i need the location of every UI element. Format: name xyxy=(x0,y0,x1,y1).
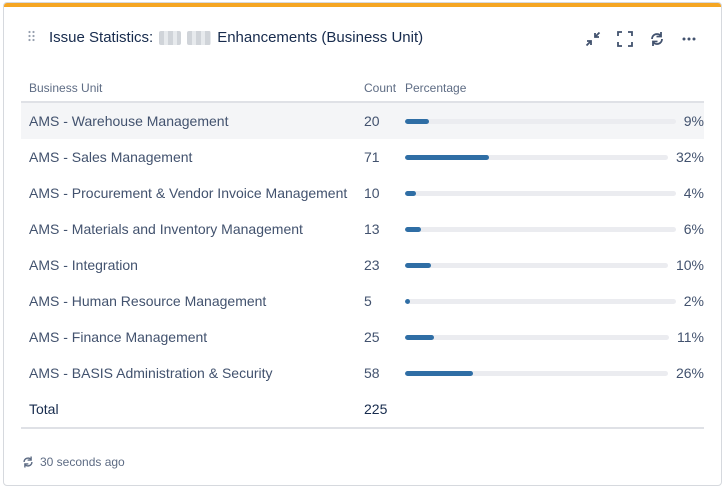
fullscreen-button[interactable] xyxy=(613,27,637,51)
row-percentage: 6% xyxy=(397,211,704,247)
gadget-header: Issue Statistics: Enhancements (Business… xyxy=(4,7,721,63)
minimize-button[interactable] xyxy=(581,27,605,51)
percentage-text: 6% xyxy=(683,221,704,237)
percentage-bar-track xyxy=(405,226,676,232)
gadget-footer: 30 seconds ago xyxy=(21,455,125,469)
more-button[interactable] xyxy=(677,27,701,51)
percentage-bar-track xyxy=(405,190,676,196)
row-count: 13 xyxy=(364,221,380,237)
fullscreen-icon xyxy=(617,31,633,47)
redacted-text xyxy=(187,30,212,45)
row-percentage: 2% xyxy=(397,283,704,319)
percentage-text: 9% xyxy=(683,113,704,129)
business-unit-link[interactable]: AMS - Warehouse Management xyxy=(21,102,356,139)
table-row: AMS - Materials and Inventory Management… xyxy=(21,211,704,247)
percentage-bar-track xyxy=(405,334,670,340)
business-unit-link[interactable]: AMS - BASIS Administration & Security xyxy=(29,365,273,381)
gadget-accent-bar xyxy=(4,3,721,7)
header-percentage: Percentage xyxy=(397,75,704,103)
refresh-button[interactable] xyxy=(645,27,669,51)
total-label: Total xyxy=(21,391,356,429)
table-row: AMS - Warehouse Management 20 9% xyxy=(21,102,704,139)
gadget-actions xyxy=(581,27,701,51)
percentage-bar-track xyxy=(405,298,676,304)
header-business-unit[interactable]: Business Unit xyxy=(21,75,356,103)
drag-handle-icon[interactable] xyxy=(26,29,38,42)
minimize-icon xyxy=(585,31,601,47)
table-row: AMS - Finance Management 25 11% xyxy=(21,319,704,355)
total-percentage-empty xyxy=(397,391,704,429)
business-unit-link[interactable]: AMS - Materials and Inventory Management xyxy=(29,221,303,237)
row-count: 20 xyxy=(356,102,397,139)
row-count: 71 xyxy=(364,149,380,165)
percentage-bar-fill xyxy=(405,154,490,160)
table-row: AMS - BASIS Administration & Security 58… xyxy=(21,355,704,391)
row-percentage: 9% xyxy=(397,102,704,139)
percentage-bar-fill xyxy=(405,226,422,232)
percentage-bar-track xyxy=(405,262,668,268)
business-unit-link[interactable]: AMS - Sales Management xyxy=(29,149,193,165)
percentage-bar-track xyxy=(405,370,668,376)
row-percentage: 4% xyxy=(397,175,704,211)
total-count: 225 xyxy=(356,391,397,429)
gadget-title: Issue Statistics: Enhancements (Business… xyxy=(49,29,423,46)
last-updated-text: 30 seconds ago xyxy=(40,455,125,469)
percentage-bar-track xyxy=(405,154,668,160)
more-icon xyxy=(682,37,696,41)
row-percentage: 10% xyxy=(397,247,704,283)
percentage-text: 4% xyxy=(683,185,704,201)
row-count: 58 xyxy=(364,365,380,381)
percentage-text: 10% xyxy=(675,257,704,273)
gadget-title-prefix: Issue Statistics: xyxy=(49,29,154,46)
row-percentage: 11% xyxy=(397,319,704,355)
refresh-icon xyxy=(651,32,663,46)
percentage-bar-fill xyxy=(405,190,416,196)
gadget-title-suffix: Enhancements (Business Unit) xyxy=(217,29,424,46)
percentage-bar-fill xyxy=(405,334,435,340)
business-unit-link[interactable]: AMS - Integration xyxy=(29,257,138,273)
percentage-text: 32% xyxy=(675,149,704,165)
row-percentage: 32% xyxy=(397,139,704,175)
row-count: 5 xyxy=(364,293,372,309)
business-unit-link[interactable]: AMS - Human Resource Management xyxy=(29,293,267,309)
table-row: AMS - Sales Management 71 32% xyxy=(21,139,704,175)
percentage-text: 26% xyxy=(675,365,704,381)
table-row: AMS - Human Resource Management 5 2% xyxy=(21,283,704,319)
total-row: Total 225 xyxy=(21,391,704,429)
percentage-bar-fill xyxy=(405,118,430,124)
table-header-row: Business Unit Count Percentage xyxy=(21,75,704,103)
percentage-bar-fill xyxy=(405,370,474,376)
percentage-bar-track xyxy=(405,118,676,124)
percentage-text: 11% xyxy=(677,329,704,345)
row-count: 23 xyxy=(364,257,380,273)
row-count: 25 xyxy=(364,329,380,345)
percentage-bar-fill xyxy=(405,298,411,304)
statistics-table: Business Unit Count Percentage AMS - War… xyxy=(21,75,704,429)
row-count: 10 xyxy=(364,185,380,201)
refresh-status-icon xyxy=(23,456,33,468)
header-count[interactable]: Count xyxy=(356,75,397,103)
table-row: AMS - Procurement & Vendor Invoice Manag… xyxy=(21,175,704,211)
percentage-bar-fill xyxy=(405,262,432,268)
table-row: AMS - Integration 23 10% xyxy=(21,247,704,283)
business-unit-link[interactable]: AMS - Procurement & Vendor Invoice Manag… xyxy=(29,185,348,201)
business-unit-link[interactable]: AMS - Finance Management xyxy=(29,329,208,345)
redacted-text xyxy=(159,30,182,45)
issue-statistics-gadget: Issue Statistics: Enhancements (Business… xyxy=(3,2,722,486)
row-percentage: 26% xyxy=(397,355,704,391)
percentage-text: 2% xyxy=(683,293,704,309)
